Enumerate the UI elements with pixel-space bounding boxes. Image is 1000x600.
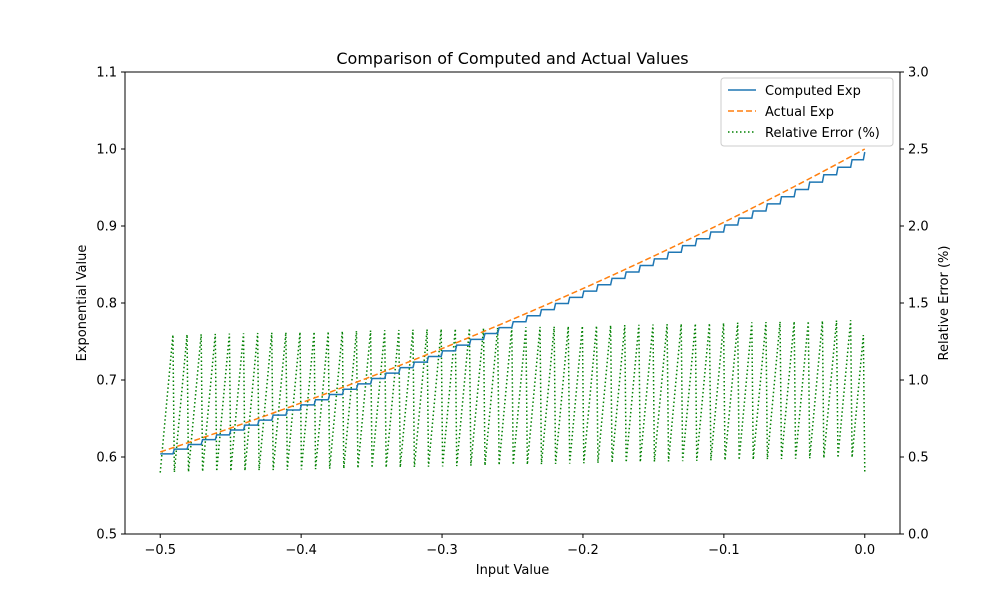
axes-layer: −0.5 −0.4 −0.3 −0.2 −0.1 0.0 0.5 0.6 0.7 0.8 0.9 1.… <box>96 66 928 559</box>
plot-layer <box>159 148 866 473</box>
y-tick-label: 0.8 <box>96 297 117 312</box>
legend-box <box>720 77 894 147</box>
y-axis-label: Exponential Value <box>75 245 90 362</box>
legend-label-computed: Computed Exp <box>765 84 861 99</box>
x-tick-label: 0.0 <box>854 543 875 558</box>
y-tick-label: 1.0 <box>96 143 117 158</box>
series-actual-exp <box>159 148 866 453</box>
y2-tick-label: 1.0 <box>908 374 929 389</box>
y2-tick-label: 2.0 <box>908 220 929 235</box>
y-tick-label: 0.7 <box>96 374 117 389</box>
y-tick-label: 0.5 <box>96 528 117 543</box>
y2-tick-label: 1.5 <box>908 297 929 312</box>
y2-tick-label: 0.0 <box>908 528 929 543</box>
x-tick-label: −0.4 <box>285 543 317 558</box>
x-tick-label: −0.5 <box>144 543 176 558</box>
x-tick-label: −0.2 <box>567 543 599 558</box>
y-tick-label: 0.9 <box>96 220 117 235</box>
legend-label-error: Relative Error (%) <box>765 126 880 141</box>
chart-title: Comparison of Computed and Actual Values <box>336 49 688 68</box>
x-axis-label: Input Value <box>476 563 550 578</box>
series-computed-exp <box>160 151 866 455</box>
y2-tick-label: 3.0 <box>908 66 929 81</box>
y2-tick-label: 2.5 <box>908 143 929 158</box>
x-tick-label: −0.3 <box>426 543 458 558</box>
legend: Computed Exp Actual Exp Relative Error (… <box>720 77 894 147</box>
legend-label-actual: Actual Exp <box>765 105 834 120</box>
y2-axis-label: Relative Error (%) <box>937 246 952 361</box>
y-tick-label: 1.1 <box>96 66 117 81</box>
series-relative-error <box>159 320 866 473</box>
x-tick-label: −0.1 <box>708 543 740 558</box>
y-tick-label: 0.6 <box>96 451 117 466</box>
y2-tick-label: 0.5 <box>908 451 929 466</box>
